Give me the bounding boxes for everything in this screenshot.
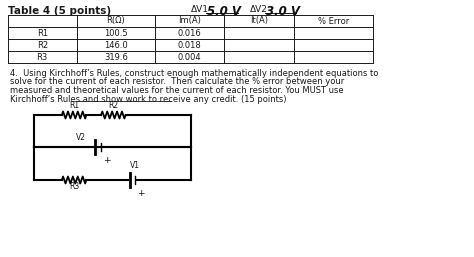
- Text: R3: R3: [36, 52, 48, 61]
- Text: ΔV1: ΔV1: [191, 5, 210, 14]
- Text: 4.  Using Kirchhoff’s Rules, construct enough mathematically independent equatio: 4. Using Kirchhoff’s Rules, construct en…: [10, 69, 378, 78]
- Text: R2: R2: [108, 101, 118, 110]
- Text: 319.6: 319.6: [104, 52, 128, 61]
- Text: R2: R2: [36, 41, 48, 50]
- Text: R3: R3: [69, 182, 79, 191]
- Text: ΔV2: ΔV2: [250, 5, 268, 14]
- Text: 0.018: 0.018: [178, 41, 201, 50]
- Text: 0.004: 0.004: [178, 52, 201, 61]
- Text: 3.0 V: 3.0 V: [266, 5, 300, 18]
- Text: 146.0: 146.0: [104, 41, 128, 50]
- Text: It(A): It(A): [250, 16, 268, 25]
- Text: R(Ω): R(Ω): [107, 16, 125, 25]
- Text: +: +: [137, 189, 145, 198]
- Text: Im(A): Im(A): [178, 16, 201, 25]
- Text: 100.5: 100.5: [104, 29, 128, 38]
- Text: % Error: % Error: [318, 16, 349, 25]
- Text: measured and theoretical values for the current of each resistor. You MUST use: measured and theoretical values for the …: [10, 86, 344, 95]
- Text: Kirchhoff’s Rules and show work to receive any credit. (15 points): Kirchhoff’s Rules and show work to recei…: [10, 95, 286, 104]
- Text: V1: V1: [129, 161, 139, 170]
- Text: R1: R1: [69, 101, 79, 110]
- Text: V2: V2: [75, 133, 85, 142]
- Text: Table 4 (5 points): Table 4 (5 points): [8, 6, 111, 16]
- Text: R1: R1: [36, 29, 48, 38]
- Text: 0.016: 0.016: [178, 29, 201, 38]
- Text: 5.0 V: 5.0 V: [207, 5, 241, 18]
- Text: solve for the current of each resistor.  Then calculate the % error between your: solve for the current of each resistor. …: [10, 78, 344, 87]
- Text: +: +: [103, 156, 110, 165]
